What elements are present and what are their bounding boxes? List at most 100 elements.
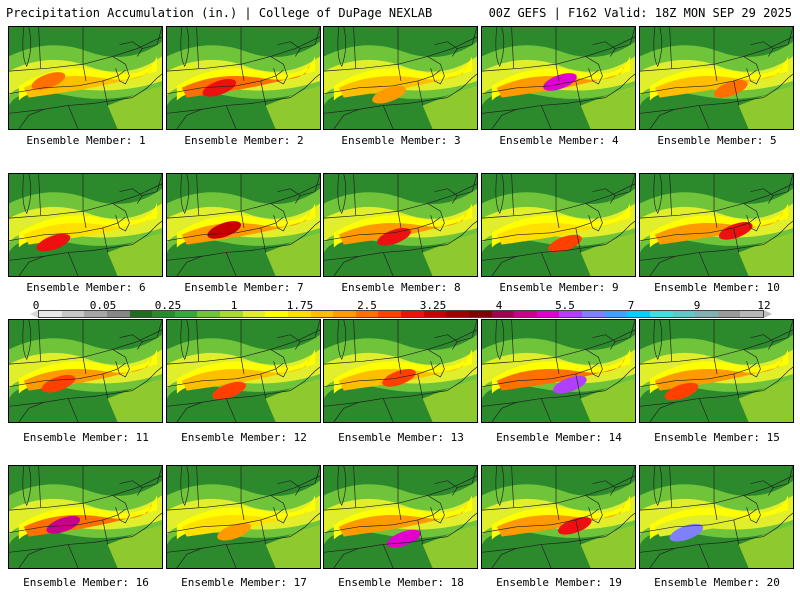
precip-map-graphic xyxy=(640,320,793,422)
ensemble-member-label: Ensemble Member: 1 xyxy=(26,134,146,147)
ensemble-member-map xyxy=(639,319,794,423)
colorbar-swatch xyxy=(514,311,537,317)
colorbar-swatch xyxy=(401,311,424,317)
colorbar-tick-label: 0 xyxy=(32,299,40,312)
colorbar-swatch xyxy=(491,311,515,317)
colorbar-strip xyxy=(38,310,764,318)
ensemble-member-label: Ensemble Member: 6 xyxy=(26,281,146,294)
ensemble-member-label: Ensemble Member: 3 xyxy=(341,134,461,147)
precip-map-graphic xyxy=(324,27,477,129)
colorbar-swatch xyxy=(84,311,107,317)
precip-map-graphic xyxy=(9,174,162,276)
precip-map-graphic xyxy=(167,320,320,422)
ensemble-member-label: Ensemble Member: 19 xyxy=(496,576,622,589)
ensemble-member-map xyxy=(481,26,636,130)
precip-map-graphic xyxy=(324,320,477,422)
colorbar-swatch xyxy=(672,311,696,317)
colorbar-tick-label: 12 xyxy=(757,299,771,312)
ensemble-member-map xyxy=(639,465,794,569)
colorbar-swatch xyxy=(242,311,266,317)
ensemble-member-map xyxy=(323,26,478,130)
ensemble-member-label: Ensemble Member: 2 xyxy=(184,134,304,147)
precip-map-graphic xyxy=(167,466,320,568)
colorbar-swatch xyxy=(61,311,85,317)
ensemble-member-map xyxy=(8,26,163,130)
colorbar-right-arrow xyxy=(764,310,772,318)
colorbar-swatch xyxy=(695,311,718,317)
precip-map-graphic xyxy=(640,174,793,276)
ensemble-member-map xyxy=(481,173,636,277)
colorbar-swatch xyxy=(468,311,492,317)
ensemble-member-map xyxy=(481,465,636,569)
ensemble-member-map xyxy=(8,173,163,277)
ensemble-member-map xyxy=(166,26,321,130)
precip-map-graphic xyxy=(640,27,793,129)
colorbar-tick-label: 7 xyxy=(627,299,635,312)
precip-map-graphic xyxy=(482,320,635,422)
colorbar-tick-label: 0.05 xyxy=(89,299,117,312)
precip-map-graphic xyxy=(482,27,635,129)
colorbar-swatch xyxy=(310,311,334,317)
precip-map-graphic xyxy=(324,174,477,276)
ensemble-member-label: Ensemble Member: 7 xyxy=(184,281,304,294)
ensemble-member-label: Ensemble Member: 5 xyxy=(657,134,777,147)
ensemble-member-label: Ensemble Member: 12 xyxy=(181,431,307,444)
header-valid-time: 00Z GEFS | F162 Valid: 18Z MON SEP 29 20… xyxy=(488,6,792,20)
colorbar-swatch xyxy=(740,311,763,317)
colorbar-swatch xyxy=(582,311,605,317)
colorbar-swatch xyxy=(220,311,243,317)
ensemble-member-label: Ensemble Member: 17 xyxy=(181,576,307,589)
colorbar-swatch xyxy=(197,311,220,317)
ensemble-member-label: Ensemble Member: 18 xyxy=(338,576,464,589)
colorbar-tick-label: 9 xyxy=(693,299,701,312)
colorbar-swatch xyxy=(649,311,673,317)
ensemble-member-label: Ensemble Member: 10 xyxy=(654,281,780,294)
colorbar-swatch xyxy=(604,311,628,317)
colorbar-swatch xyxy=(174,311,198,317)
colorbar-swatch xyxy=(265,311,288,317)
precip-map-graphic xyxy=(482,174,635,276)
precip-map-graphic xyxy=(482,466,635,568)
colorbar-swatch xyxy=(106,311,130,317)
ensemble-member-label: Ensemble Member: 8 xyxy=(341,281,461,294)
colorbar-tick-label: 3.25 xyxy=(419,299,447,312)
ensemble-member-label: Ensemble Member: 9 xyxy=(499,281,619,294)
colorbar-tick-label: 0.25 xyxy=(154,299,182,312)
ensemble-member-label: Ensemble Member: 14 xyxy=(496,431,622,444)
precip-map-graphic xyxy=(9,466,162,568)
precip-map-graphic xyxy=(640,466,793,568)
colorbar-swatch xyxy=(129,311,153,317)
ensemble-member-map xyxy=(166,465,321,569)
ensemble-member-map xyxy=(323,319,478,423)
colorbar-left-arrow xyxy=(30,310,38,318)
ensemble-member-map xyxy=(481,319,636,423)
colorbar-swatch xyxy=(287,311,311,317)
colorbar: 0 0.05 0.25 1 1.75 2.5 3.25 4 5.5 7 9 12 xyxy=(30,299,772,323)
colorbar-swatch xyxy=(559,311,582,317)
ensemble-member-label: Ensemble Member: 4 xyxy=(499,134,619,147)
ensemble-member-label: Ensemble Member: 13 xyxy=(338,431,464,444)
colorbar-tick-label: 1 xyxy=(230,299,238,312)
colorbar-tick-label: 2.5 xyxy=(357,299,377,312)
colorbar-swatch xyxy=(333,311,356,317)
ensemble-member-map xyxy=(166,173,321,277)
colorbar-swatch xyxy=(536,311,560,317)
ensemble-member-label: Ensemble Member: 15 xyxy=(654,431,780,444)
colorbar-tick-label: 1.75 xyxy=(286,299,314,312)
ensemble-member-map xyxy=(323,173,478,277)
colorbar-swatch xyxy=(717,311,741,317)
header-title: Precipitation Accumulation (in.) | Colle… xyxy=(6,6,433,20)
precip-map-graphic xyxy=(324,466,477,568)
colorbar-swatch xyxy=(446,311,469,317)
ensemble-member-map xyxy=(166,319,321,423)
colorbar-swatch xyxy=(378,311,401,317)
ensemble-member-label: Ensemble Member: 11 xyxy=(23,431,149,444)
precip-map-graphic xyxy=(167,174,320,276)
colorbar-swatch xyxy=(423,311,447,317)
precip-map-graphic xyxy=(9,320,162,422)
colorbar-swatch xyxy=(39,311,62,317)
colorbar-tick-label: 4 xyxy=(495,299,503,312)
ensemble-member-map xyxy=(323,465,478,569)
ensemble-member-map xyxy=(8,319,163,423)
ensemble-member-map xyxy=(8,465,163,569)
